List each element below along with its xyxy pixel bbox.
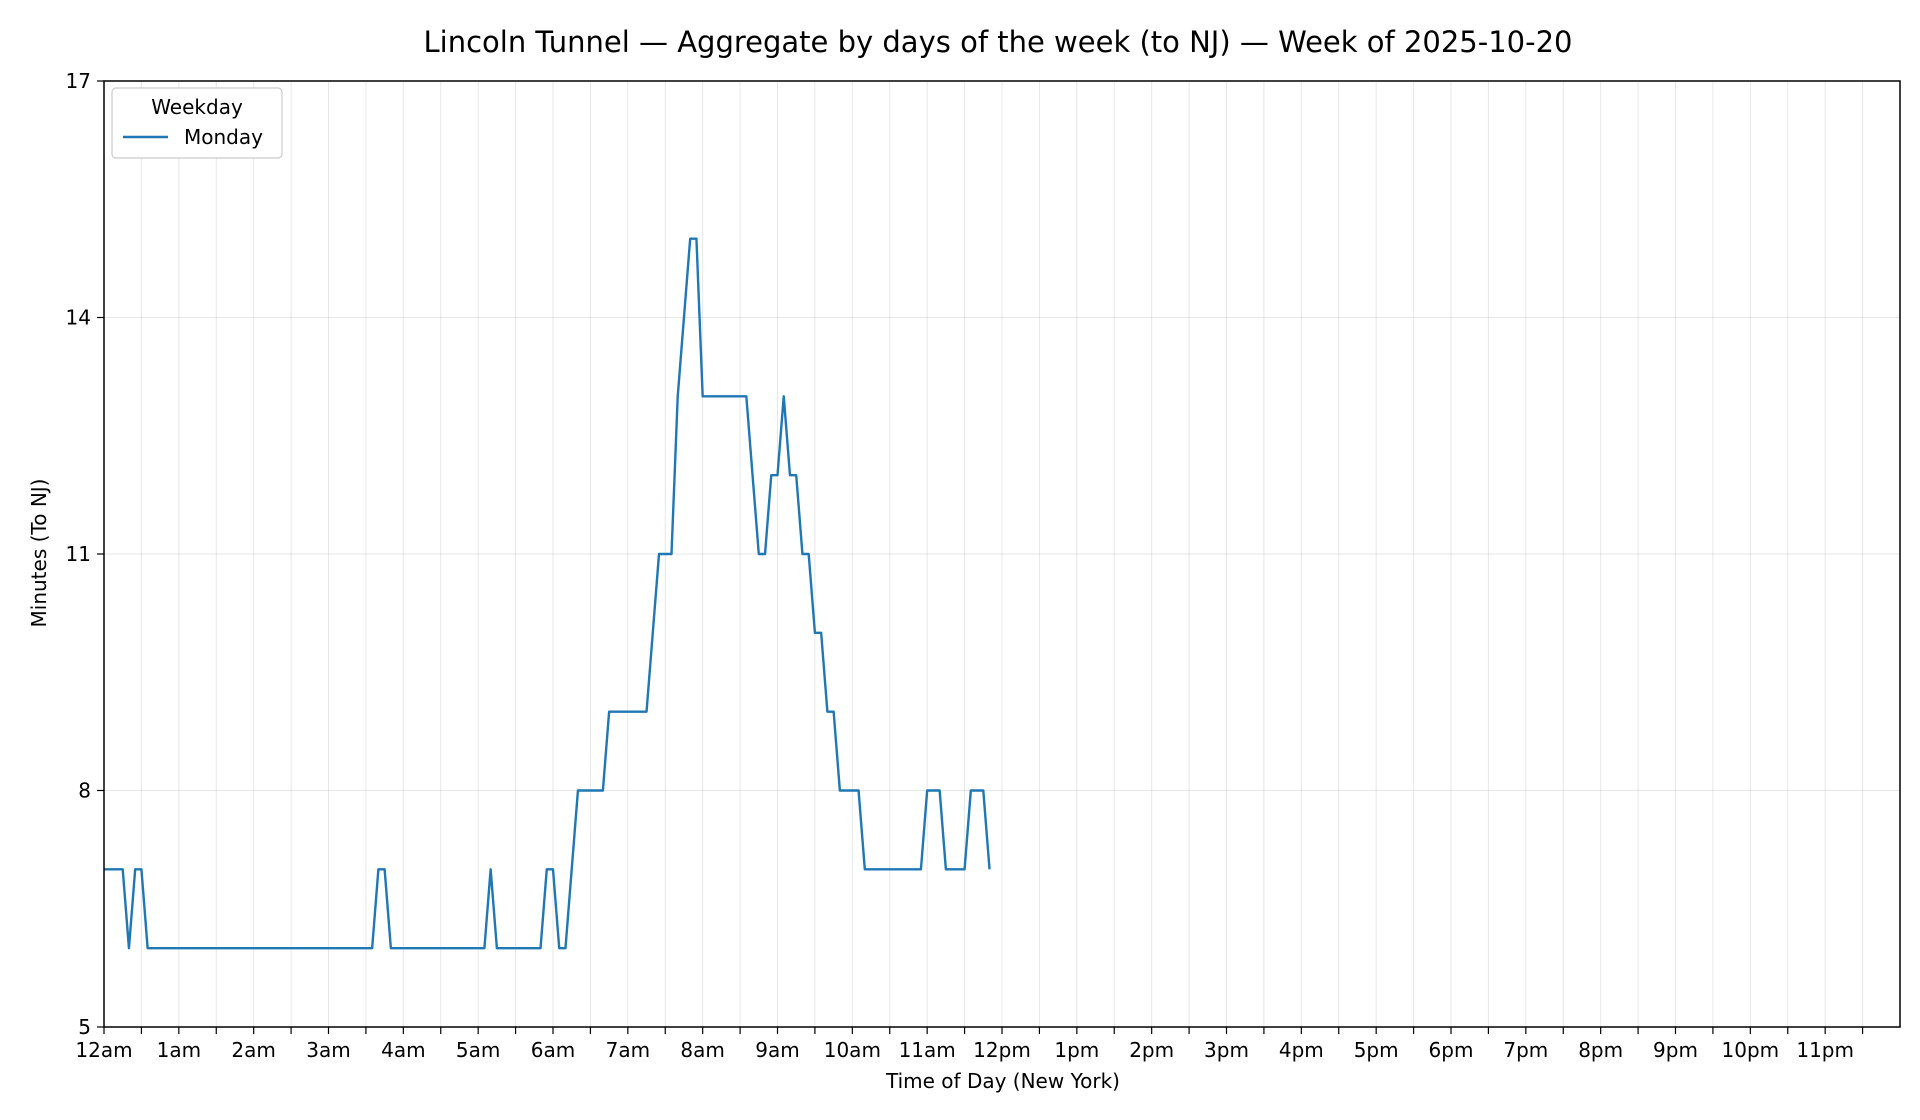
x-tick-label: 9am [755,1038,799,1062]
y-tick-label: 14 [66,306,91,330]
x-tick-label: 2am [231,1038,275,1062]
x-tick-label: 7pm [1503,1038,1548,1062]
legend-title: Weekday [151,95,243,119]
x-axis-ticks: 12am 1am 2am 3am 4am 5am 6am 7am 8am 9am 10am 11am 1… [75,1027,1864,1062]
x-tick-label: 1am [157,1038,201,1062]
y-tick-label: 5 [78,1015,91,1039]
x-tick-label: 4am [381,1038,425,1062]
x-axis-label: Time of Day (New York) [885,1069,1120,1093]
x-tick-label: 6am [531,1038,575,1062]
x-tick-label: 7am [606,1038,650,1062]
x-tick-label: 11pm [1796,1038,1854,1062]
x-tick-label: 2pm [1129,1038,1174,1062]
x-tick-label: 3pm [1204,1038,1249,1062]
y-axis-ticks: 5 8 11 14 17 [66,69,104,1039]
x-tick-label: 10am [824,1038,881,1062]
series-layer [104,237,991,950]
y-axis-label: Minutes (To NJ) [27,479,51,628]
x-tick-label: 3am [306,1038,350,1062]
x-tick-label: 6pm [1429,1038,1474,1062]
x-tick-label: 12pm [973,1038,1031,1062]
gridlines [103,80,1900,1028]
series-line-monday [104,237,991,950]
x-tick-label: 1pm [1054,1038,1099,1062]
x-tick-label: 10pm [1722,1038,1780,1062]
y-tick-label: 11 [66,542,91,566]
x-tick-label: 9pm [1653,1038,1698,1062]
x-tick-label: 5pm [1354,1038,1399,1062]
x-tick-label: 5am [456,1038,500,1062]
x-tick-label: 11am [899,1038,956,1062]
y-tick-label: 17 [66,69,91,93]
chart-title: Lincoln Tunnel — Aggregate by days of th… [424,25,1573,59]
legend-label-monday: Monday [184,125,263,149]
legend: Weekday Monday [111,87,283,159]
x-tick-label: 8am [680,1038,724,1062]
x-tick-label: 4pm [1279,1038,1324,1062]
legend-box [111,87,283,159]
x-tick-label: 8pm [1578,1038,1623,1062]
x-tick-label: 12am [75,1038,132,1062]
y-tick-label: 8 [78,779,91,803]
